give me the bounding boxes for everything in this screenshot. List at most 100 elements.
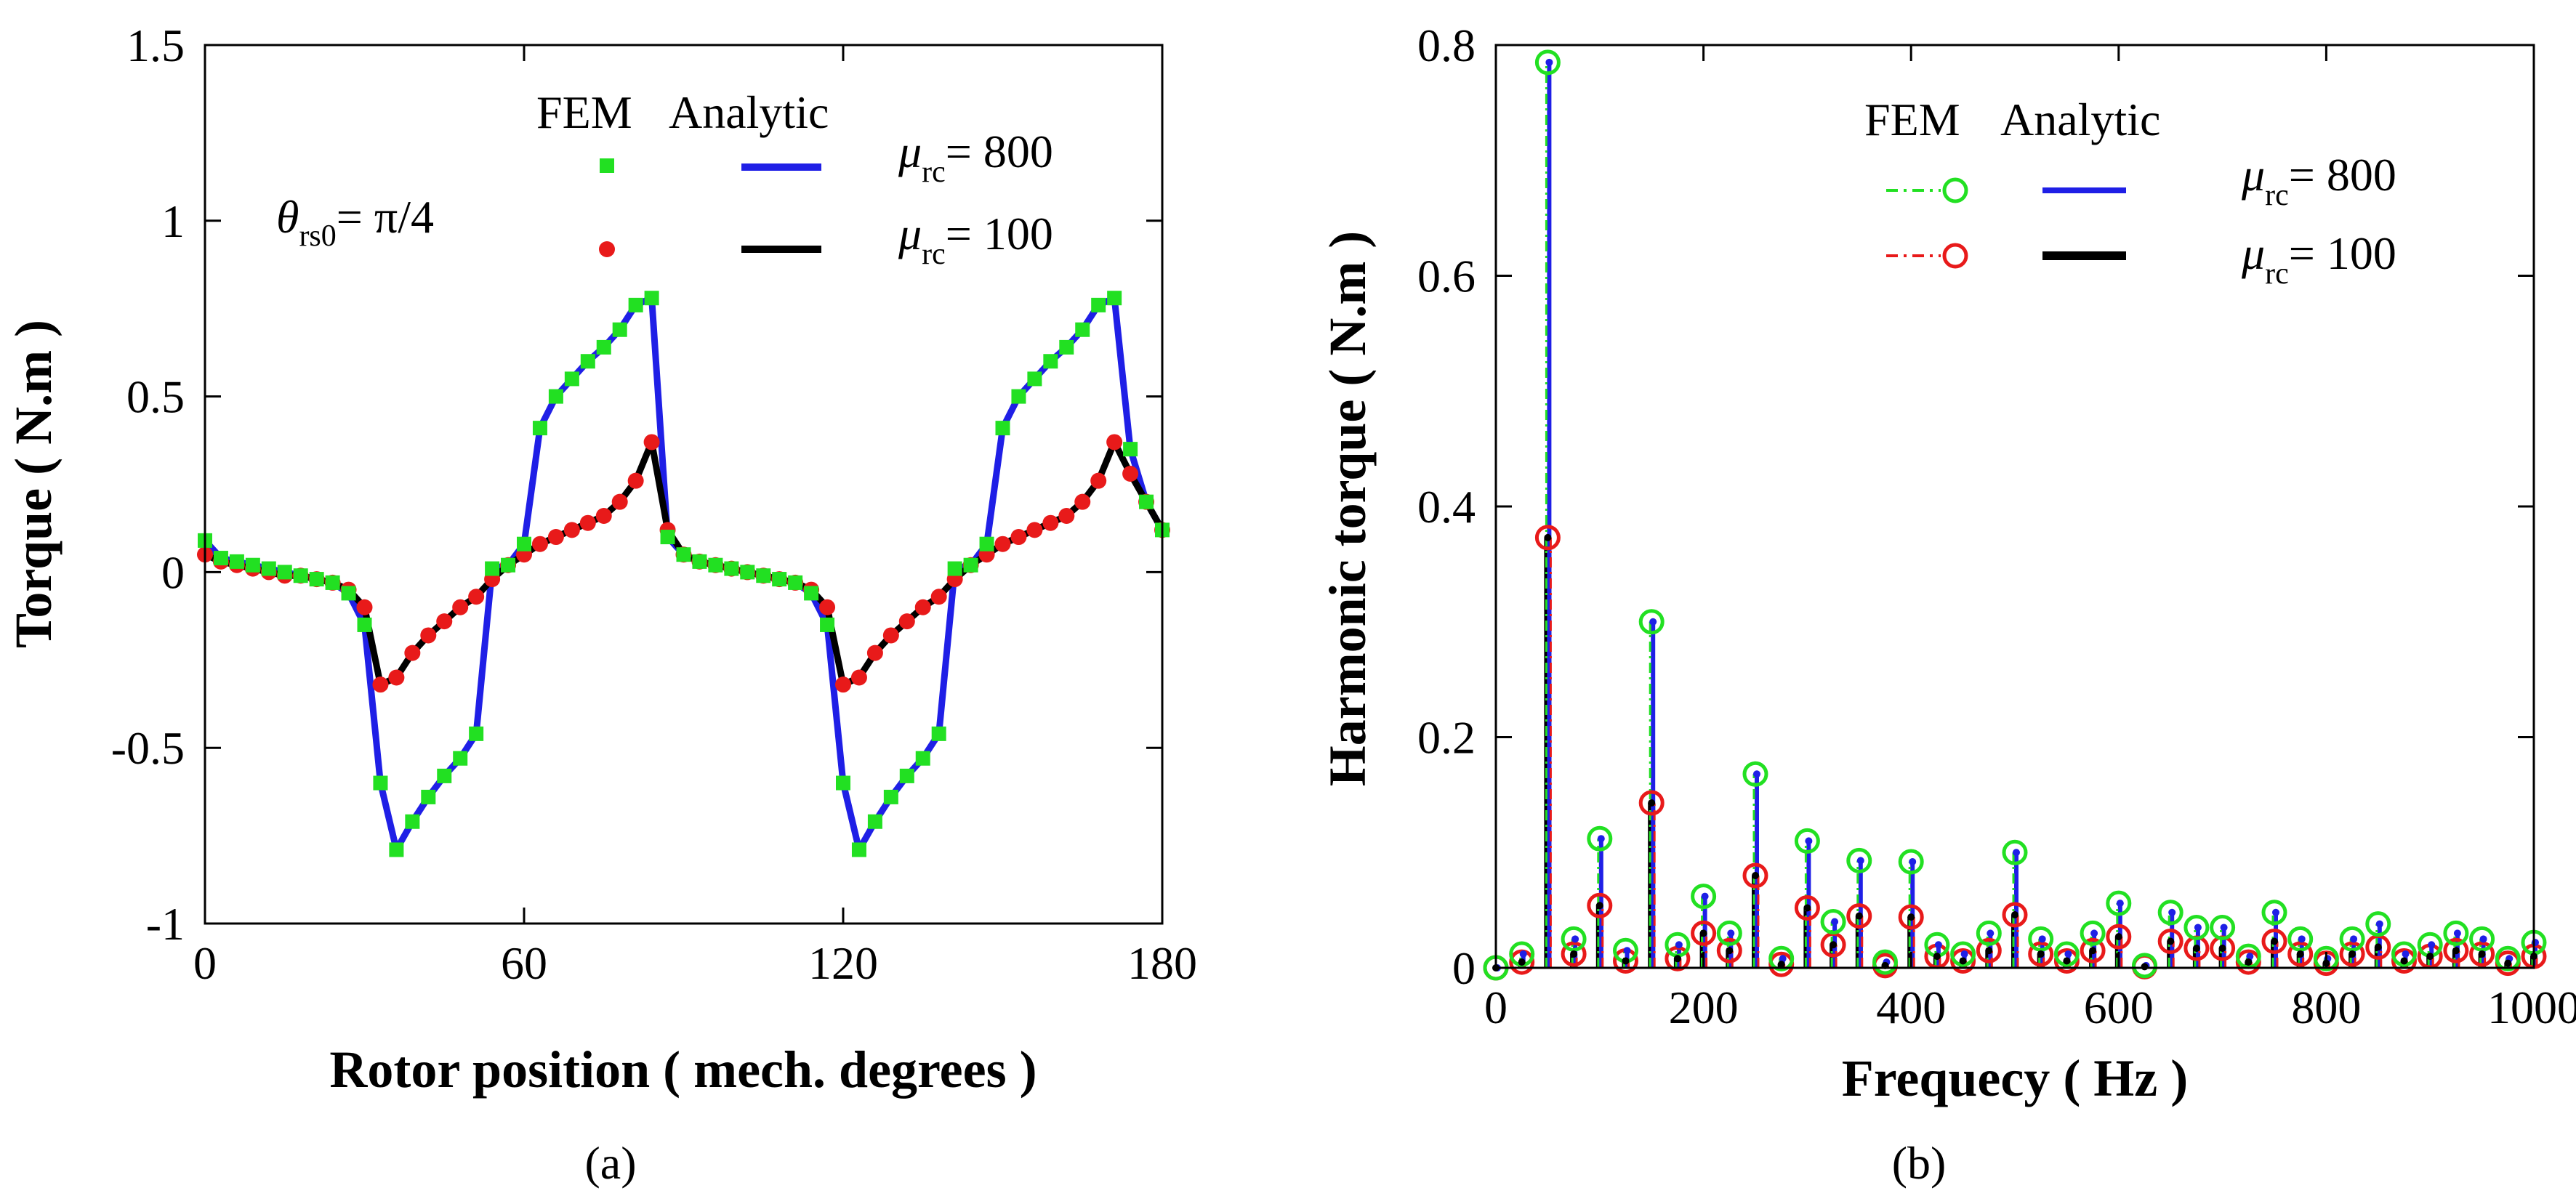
fem-marker-800 bbox=[213, 551, 228, 566]
series-line-100 bbox=[204, 438, 1165, 688]
analytic-dot-800 bbox=[1934, 941, 1942, 949]
analytic-dot-800 bbox=[2220, 924, 2228, 932]
x-tick-label: 0 bbox=[1484, 982, 1508, 1033]
analytic-dot-100 bbox=[1907, 913, 1915, 921]
analytic-dot-800 bbox=[2013, 849, 2020, 857]
fem-marker-800 bbox=[2469, 926, 2495, 952]
fem-marker-100 bbox=[611, 493, 628, 510]
fem-marker-800 bbox=[2313, 945, 2339, 971]
x-tick-label: 400 bbox=[1876, 982, 1946, 1033]
fem-marker-800 bbox=[724, 561, 739, 576]
fem-marker-800 bbox=[804, 586, 819, 601]
fem-marker-800 bbox=[580, 354, 595, 369]
analytic-dot-800 bbox=[2298, 935, 2306, 943]
fem-marker-800 bbox=[1846, 847, 1872, 873]
fem-marker-100 bbox=[1122, 465, 1139, 482]
fem-marker-800 bbox=[2287, 926, 2314, 952]
mu-sub: rc bbox=[922, 238, 946, 271]
theta-sub: rs0 bbox=[299, 219, 336, 253]
fem-marker-800 bbox=[1587, 825, 1613, 852]
analytic-dot-800 bbox=[1909, 857, 1917, 865]
fem-marker-800 bbox=[293, 568, 308, 583]
mu-symbol: μ bbox=[2241, 149, 2265, 201]
fem-marker-800 bbox=[1794, 828, 1820, 854]
fem-marker-100 bbox=[436, 613, 453, 630]
analytic-dot-800 bbox=[1649, 618, 1657, 626]
fem-marker-800 bbox=[357, 617, 372, 632]
fem-marker-800 bbox=[469, 726, 484, 741]
fem-marker-800 bbox=[2106, 890, 2132, 916]
theta-symbol: θ bbox=[276, 191, 299, 243]
fem-marker-800 bbox=[1820, 909, 1846, 934]
fem-marker-800 bbox=[421, 789, 436, 804]
analytic-dot-800 bbox=[2375, 920, 2383, 928]
fem-marker-100 bbox=[930, 589, 947, 605]
analytic-dot-100 bbox=[2141, 963, 2149, 971]
fem-marker-100 bbox=[2443, 937, 2469, 963]
fem-marker-100 bbox=[1561, 941, 1587, 967]
analytic-dot-100 bbox=[2348, 950, 2356, 958]
fem-marker-800 bbox=[2053, 941, 2080, 967]
analytic-dot-100 bbox=[2296, 950, 2304, 958]
x-tick-label: 120 bbox=[808, 937, 878, 989]
analytic-dot-100 bbox=[1855, 912, 1863, 920]
legend-b-entry-800: μrc= 800 bbox=[2241, 149, 2396, 212]
analytic-dot-100 bbox=[2426, 953, 2434, 961]
analytic-dot-100 bbox=[1959, 957, 1967, 965]
analytic-dot-100 bbox=[2192, 945, 2200, 953]
analytic-dot-800 bbox=[2479, 935, 2487, 943]
fem-marker-100 bbox=[1026, 522, 1043, 538]
fem-marker-800 bbox=[517, 536, 531, 551]
analytic-dot-800 bbox=[2350, 935, 2358, 943]
fem-marker-800 bbox=[453, 751, 468, 766]
fem-marker-100 bbox=[468, 589, 485, 605]
fem-marker-100 bbox=[1106, 434, 1123, 450]
legend-b-analytic-heading: Analytic bbox=[2000, 94, 2160, 145]
fem-marker-100 bbox=[1846, 903, 1872, 929]
fem-marker-100 bbox=[1587, 892, 1613, 918]
fem-marker-800 bbox=[2080, 920, 2106, 946]
legend-b-entry-100: μrc= 100 bbox=[2241, 227, 2396, 291]
legend-b-fem-heading: FEM bbox=[1864, 94, 1960, 145]
fem-marker-800 bbox=[1107, 291, 1122, 306]
fem-marker-800 bbox=[1976, 920, 2002, 946]
fem-marker-800 bbox=[1768, 945, 1795, 971]
fem-marker-800 bbox=[1075, 322, 1090, 337]
analytic-dot-800 bbox=[1960, 950, 1968, 958]
analytic-dot-800 bbox=[2090, 929, 2098, 937]
analytic-dot-800 bbox=[1779, 955, 1787, 963]
fem-marker-100 bbox=[1074, 493, 1091, 510]
fem-marker-800 bbox=[596, 339, 611, 355]
panel-b-ylabel: Harmonic torque ( N.m ) bbox=[1319, 231, 1377, 787]
analytic-dot-800 bbox=[1987, 929, 1995, 937]
fem-marker-100 bbox=[1042, 514, 1059, 531]
fem-marker-800 bbox=[2028, 926, 2054, 952]
analytic-dot-800 bbox=[1545, 58, 1553, 66]
analytic-dot-100 bbox=[1933, 953, 1941, 961]
analytic-dot-800 bbox=[2453, 929, 2461, 937]
fem-marker-100 bbox=[866, 645, 883, 661]
y-tick-label: 0.6 bbox=[1417, 251, 1476, 302]
analytic-dot-800 bbox=[1571, 935, 1579, 943]
fem-marker-800 bbox=[2210, 914, 2236, 940]
fem-marker-800 bbox=[501, 557, 516, 573]
fem-marker-800 bbox=[277, 565, 292, 580]
fem-marker-800 bbox=[1091, 297, 1106, 312]
fem-marker-100 bbox=[1976, 937, 2002, 963]
y-tick-label: 0.4 bbox=[1417, 481, 1476, 533]
analytic-dot-100 bbox=[2089, 947, 2097, 955]
fem-marker-100 bbox=[835, 676, 851, 693]
panel-a-caption: (a) bbox=[584, 1137, 636, 1189]
fem-marker-800 bbox=[2002, 839, 2028, 865]
x-tick-label: 1000 bbox=[2487, 982, 2576, 1033]
fem-marker-800 bbox=[1011, 389, 1026, 404]
legend-a-entry-100: μrc= 100 bbox=[898, 208, 1053, 271]
fem-marker-800 bbox=[1950, 941, 1976, 967]
analytic-dot-800 bbox=[1831, 918, 1839, 926]
analytic-dot-100 bbox=[2218, 945, 2226, 953]
fem-marker-800 bbox=[931, 726, 946, 741]
fem-marker-800 bbox=[564, 371, 579, 387]
mu-sub: rc bbox=[2265, 257, 2289, 291]
analytic-dot-100 bbox=[1777, 961, 1785, 969]
fem-marker-100 bbox=[372, 676, 389, 693]
